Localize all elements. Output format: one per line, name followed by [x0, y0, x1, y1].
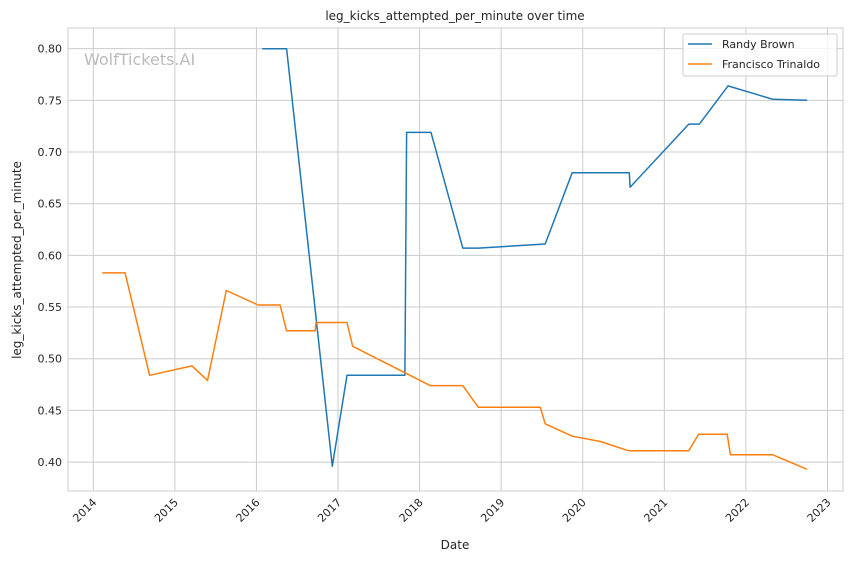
y-tick-label: 0.55: [38, 301, 63, 314]
x-tick-label: 2022: [723, 496, 752, 525]
x-tick-label: 2021: [641, 496, 670, 525]
y-tick-label: 0.70: [38, 146, 63, 159]
y-axis: 0.40 0.45 0.50 0.55 0.60 0.65 0.70 0.75 0.80: [38, 43, 63, 469]
x-tick-label: 2020: [560, 496, 589, 525]
y-tick-label: 0.50: [38, 353, 63, 366]
grid: [68, 28, 843, 491]
y-tick-label: 0.40: [38, 456, 63, 469]
legend: Randy Brown Francisco Trinaldo: [682, 33, 838, 77]
x-tick-label: 2023: [805, 496, 834, 525]
x-tick-label: 2019: [478, 496, 507, 525]
watermark: WolfTickets.AI: [84, 50, 195, 69]
series-lines: [102, 47, 808, 470]
x-axis-label: Date: [441, 538, 470, 552]
x-tick-label: 2015: [152, 496, 181, 525]
x-tick-label: 2014: [70, 496, 99, 525]
chart-title: leg_kicks_attempted_per_minute over time: [325, 9, 584, 23]
series-line-randy-brown: [262, 47, 808, 467]
legend-label-francisco-trinaldo: Francisco Trinaldo: [722, 58, 820, 71]
legend-label-randy-brown: Randy Brown: [722, 38, 795, 51]
y-tick-label: 0.80: [38, 43, 63, 56]
x-tick-label: 2018: [397, 496, 426, 525]
y-tick-label: 0.45: [38, 404, 63, 417]
series-line-francisco-trinaldo: [102, 272, 808, 470]
plot-area: [67, 27, 844, 492]
y-axis-label: leg_kicks_attempted_per_minute: [10, 161, 24, 359]
x-tick-label: 2016: [234, 496, 263, 525]
y-tick-label: 0.60: [38, 249, 63, 262]
legend-box: [682, 33, 838, 77]
y-tick-label: 0.65: [38, 198, 63, 211]
y-tick-label: 0.75: [38, 94, 63, 107]
x-axis: 2014 2015 2016 2017 2018 2019 2020 2021 2022 2023: [70, 496, 833, 525]
x-tick-label: 2017: [315, 496, 344, 525]
